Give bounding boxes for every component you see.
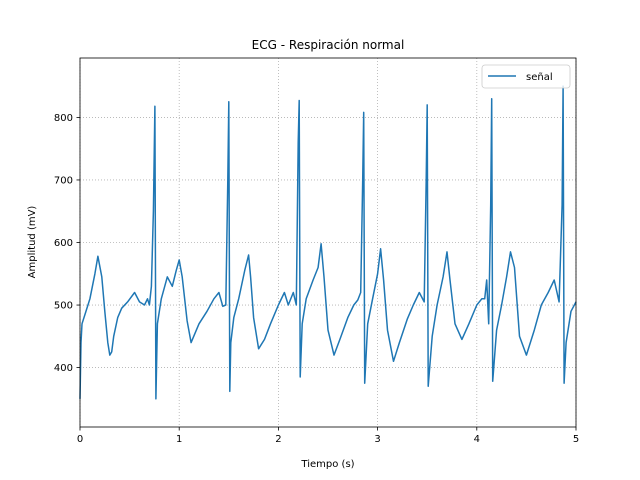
x-tick-label: 1 bbox=[176, 434, 182, 445]
plot-area bbox=[79, 85, 577, 400]
legend: señal bbox=[481, 64, 571, 89]
y-tick-label: 400 bbox=[54, 363, 73, 374]
series-line-senal bbox=[79, 85, 577, 400]
legend-box bbox=[481, 64, 571, 89]
x-tick-label: 4 bbox=[474, 434, 480, 445]
y-tick-label: 800 bbox=[54, 113, 73, 124]
x-tick-label: 5 bbox=[573, 434, 579, 445]
x-tick-label: 2 bbox=[275, 434, 281, 445]
x-tick-label: 0 bbox=[77, 434, 83, 445]
legend-label-senal: señal bbox=[526, 72, 553, 83]
y-tick-label: 600 bbox=[54, 238, 73, 249]
y-axis: 400 500 600 700 800 bbox=[54, 113, 80, 374]
x-axis: 0 1 2 3 4 5 bbox=[77, 427, 579, 445]
chart-title: ECG - Respiración normal bbox=[252, 38, 405, 52]
y-axis-label: Amplitud (mV) bbox=[27, 206, 38, 279]
y-tick-label: 500 bbox=[54, 301, 73, 312]
x-axis-label: Tiempo (s) bbox=[300, 459, 354, 470]
y-tick-label: 700 bbox=[54, 175, 73, 186]
x-tick-label: 3 bbox=[374, 434, 380, 445]
